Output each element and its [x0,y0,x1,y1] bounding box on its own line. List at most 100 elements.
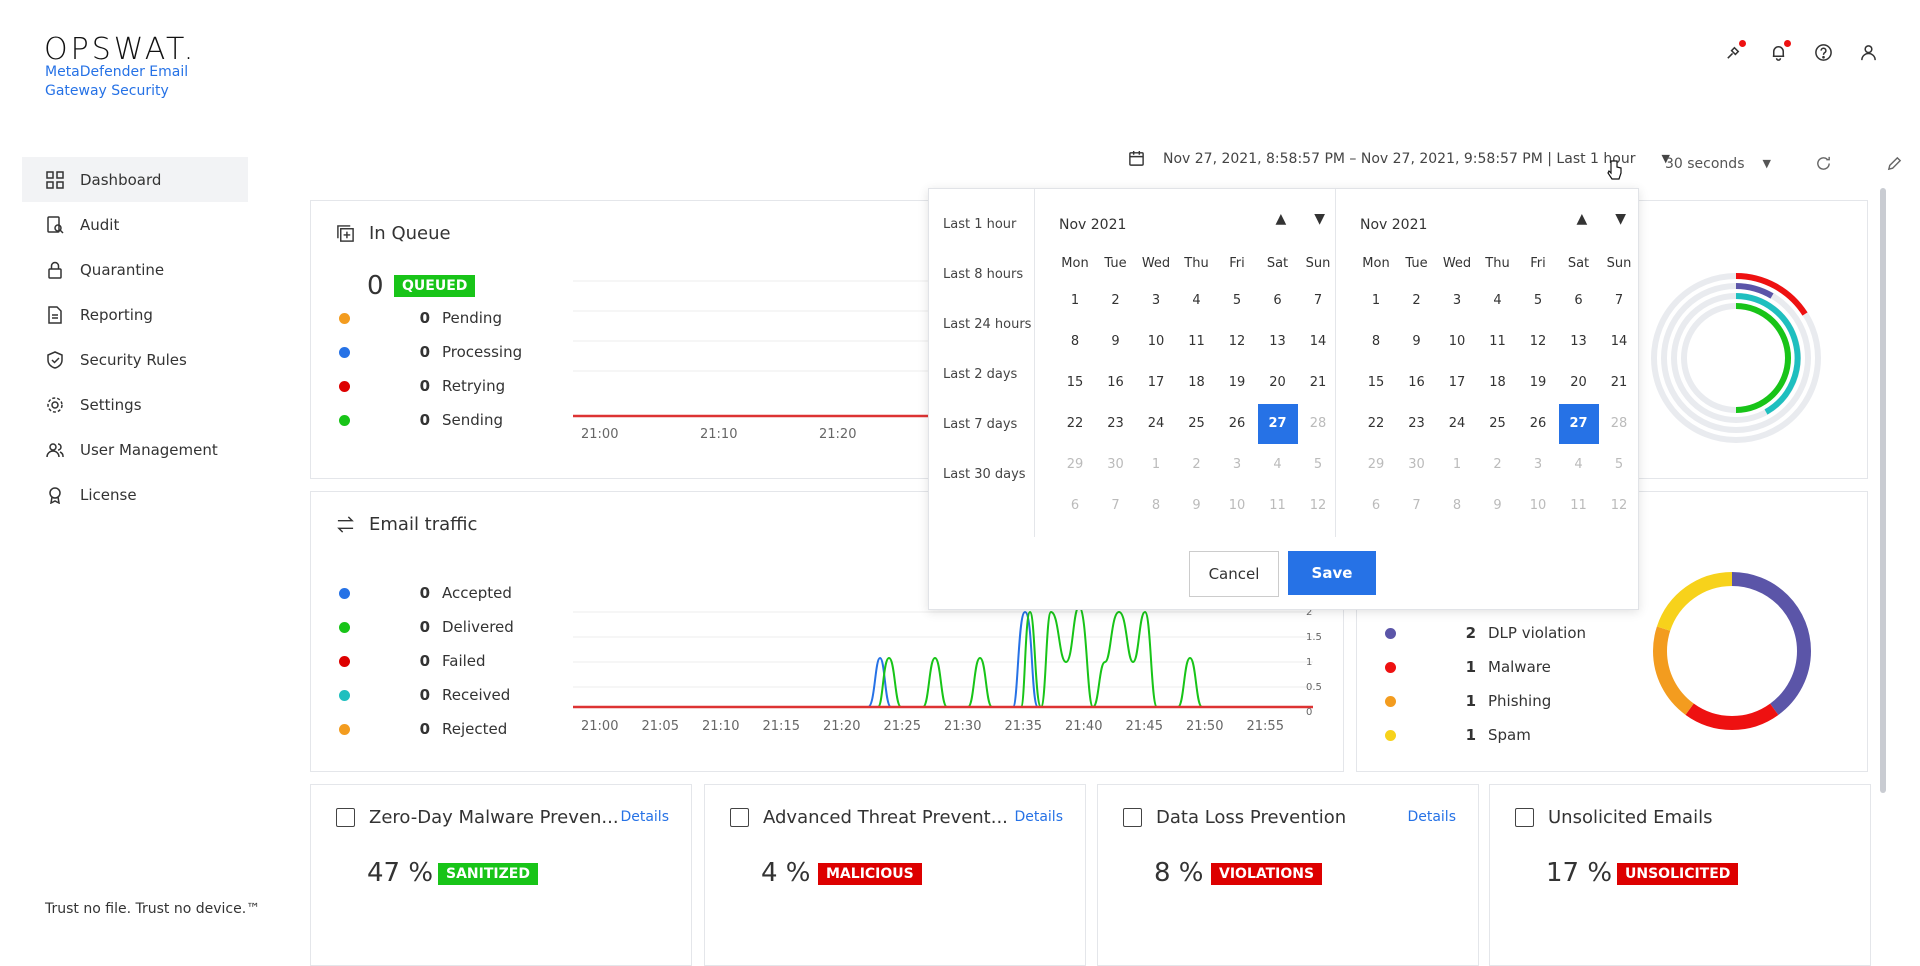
preset-option[interactable]: Last 30 days [943,467,1026,482]
calendar-day[interactable]: 11 [1570,498,1587,513]
calendar-day[interactable]: 5 [1614,457,1624,472]
calendar-day[interactable]: 21 [1309,375,1327,390]
calendar-day[interactable]: 16 [1107,375,1124,390]
calendar-day[interactable]: 2 [1111,293,1120,308]
calendar-day[interactable]: 29 [1066,457,1084,472]
calendar-day[interactable]: 5 [1313,457,1323,472]
calendar-day[interactable]: 22 [1066,416,1084,431]
calendar-day[interactable]: 23 [1107,416,1124,431]
details-link[interactable]: Details [620,809,669,825]
preset-option[interactable]: Last 8 hours [943,267,1024,282]
calendar-day[interactable]: 8 [1151,498,1161,513]
calendar-day[interactable]: 7 [1412,498,1421,513]
calendar-day[interactable]: 11 [1188,334,1205,349]
sidebar-item-audit[interactable]: Audit [22,202,248,247]
user-icon[interactable] [1859,43,1878,62]
sidebar-item-reporting[interactable]: Reporting [22,292,248,337]
calendar-day[interactable]: 4 [1273,457,1282,472]
calendar-day[interactable]: 13 [1570,334,1587,349]
calendar-day[interactable]: 17 [1448,375,1466,390]
calendar-day[interactable]: 12 [1610,498,1628,513]
calendar-day[interactable]: 9 [1412,334,1421,349]
plug-icon[interactable] [1724,40,1746,62]
calendar-day[interactable]: 13 [1269,334,1286,349]
calendar-day[interactable]: 9 [1192,498,1201,513]
calendar-day[interactable]: 12 [1228,334,1246,349]
calendar-day[interactable]: 4 [1574,457,1583,472]
calendar-day[interactable]: 1 [1070,293,1080,308]
calendar-day[interactable]: 11 [1269,498,1286,513]
sidebar-item-quarantine[interactable]: Quarantine [22,247,248,292]
calendar-day[interactable]: 17 [1147,375,1165,390]
calendar-day[interactable]: 25 [1188,416,1205,431]
sidebar-item-dashboard[interactable]: Dashboard [22,157,248,202]
calendar-day[interactable]: 18 [1489,375,1506,390]
calendar-day[interactable]: 24 [1147,416,1165,431]
calendar-day[interactable]: 25 [1489,416,1506,431]
sidebar-item-security-rules[interactable]: Security Rules [22,337,248,382]
details-link[interactable]: Details [1014,809,1063,825]
details-link[interactable]: Details [1407,809,1456,825]
calendar-day[interactable]: 28 [1309,416,1327,431]
preset-option[interactable]: Last 24 hours [943,317,1032,332]
calendar-day[interactable]: 27 [1558,404,1599,444]
calendar-day[interactable]: 10 [1529,498,1547,513]
calendar-day[interactable]: 5 [1533,293,1543,308]
scrollbar[interactable] [1880,188,1886,793]
chevron-down-icon[interactable]: ▼ [1314,211,1325,227]
calendar-day[interactable]: 22 [1367,416,1385,431]
calendar-day[interactable]: 2 [1412,293,1421,308]
calendar-day[interactable]: 8 [1371,334,1381,349]
help-icon[interactable] [1814,43,1833,62]
chevron-down-icon[interactable]: ▼ [1615,211,1626,227]
calendar-day[interactable]: 8 [1452,498,1462,513]
calendar-day[interactable]: 19 [1228,375,1246,390]
calendar-day[interactable]: 5 [1232,293,1242,308]
calendar-day[interactable]: 15 [1066,375,1084,390]
refresh-icon[interactable] [1815,155,1832,172]
calendar-day[interactable]: 16 [1408,375,1425,390]
calendar-day[interactable]: 11 [1489,334,1506,349]
calendar-day[interactable]: 1 [1452,457,1462,472]
calendar-day[interactable]: 3 [1232,457,1242,472]
calendar-day[interactable]: 9 [1493,498,1502,513]
calendar-day[interactable]: 3 [1452,293,1462,308]
calendar-day[interactable]: 12 [1529,334,1547,349]
calendar-day[interactable]: 6 [1574,293,1583,308]
calendar-day[interactable]: 7 [1313,293,1323,308]
calendar-day[interactable]: 1 [1151,457,1161,472]
calendar-day[interactable]: 15 [1367,375,1385,390]
calendar-day[interactable]: 28 [1610,416,1628,431]
calendar-day[interactable]: 29 [1367,457,1385,472]
calendar-day[interactable]: 27 [1257,404,1298,444]
calendar-day[interactable]: 14 [1309,334,1327,349]
calendar-day[interactable]: 20 [1269,375,1286,390]
calendar-day[interactable]: 18 [1188,375,1205,390]
calendar-day[interactable]: 21 [1610,375,1628,390]
preset-option[interactable]: Last 1 hour [943,217,1017,232]
preset-option[interactable]: Last 7 days [943,417,1018,432]
calendar-day[interactable]: 24 [1448,416,1466,431]
sidebar-item-license[interactable]: License [22,472,248,517]
calendar-day[interactable]: 30 [1408,457,1425,472]
calendar-day[interactable]: 10 [1448,334,1466,349]
calendar-day[interactable]: 6 [1070,498,1080,513]
sidebar-item-user-management[interactable]: User Management [22,427,248,472]
refresh-interval-select[interactable]: 30 seconds ▼ [1665,155,1903,172]
chevron-up-icon[interactable]: ▲ [1576,211,1588,227]
calendar-day[interactable]: 6 [1273,293,1282,308]
calendar-day[interactable]: 7 [1111,498,1120,513]
sidebar-item-settings[interactable]: Settings [22,382,248,427]
calendar-day[interactable]: 3 [1533,457,1543,472]
time-range-selector[interactable]: Nov 27, 2021, 8:58:57 PM – Nov 27, 2021,… [1128,150,1670,167]
cancel-button[interactable]: Cancel [1189,551,1279,597]
edit-icon[interactable] [1886,155,1903,172]
calendar-day[interactable]: 10 [1228,498,1246,513]
calendar-day[interactable]: 26 [1529,416,1547,431]
preset-option[interactable]: Last 2 days [943,367,1018,382]
chevron-down-icon[interactable]: ▼ [1661,152,1670,165]
calendar-day[interactable]: 6 [1371,498,1381,513]
calendar-day[interactable]: 2 [1192,457,1201,472]
calendar-day[interactable]: 1 [1371,293,1381,308]
calendar-day[interactable]: 2 [1493,457,1502,472]
